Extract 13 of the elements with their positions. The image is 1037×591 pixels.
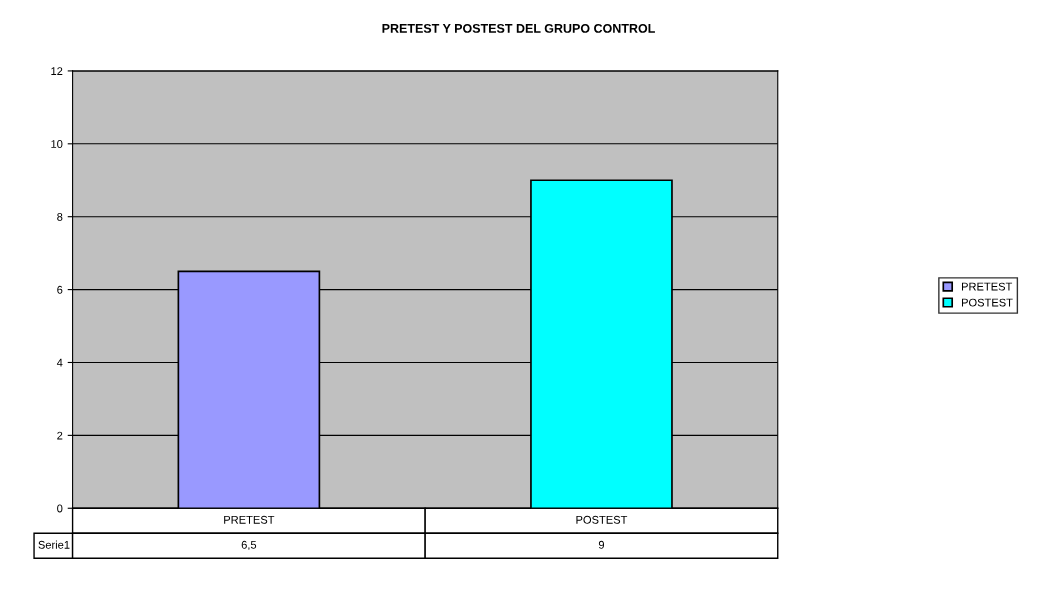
y-tick-label: 2 [57,431,63,440]
y-tick-label: 4 [56,358,63,367]
y-tick-label: 10 [51,140,63,148]
chart-title: PRETEST Y POSTEST DEL GRUPO CONTROL [382,23,655,33]
text: Serie1 [38,540,70,549]
legend-label: POSTEST [961,298,1013,307]
y-tick-label: 8 [57,212,63,221]
y-tick-label: 12 [51,67,63,75]
data-label: 9 [598,540,605,549]
y-tick-label: 6 [57,285,63,294]
y-tick-label: 0 [57,504,63,513]
data-label: 6,5 [241,540,257,551]
legend-label: PRETEST [961,282,1013,291]
